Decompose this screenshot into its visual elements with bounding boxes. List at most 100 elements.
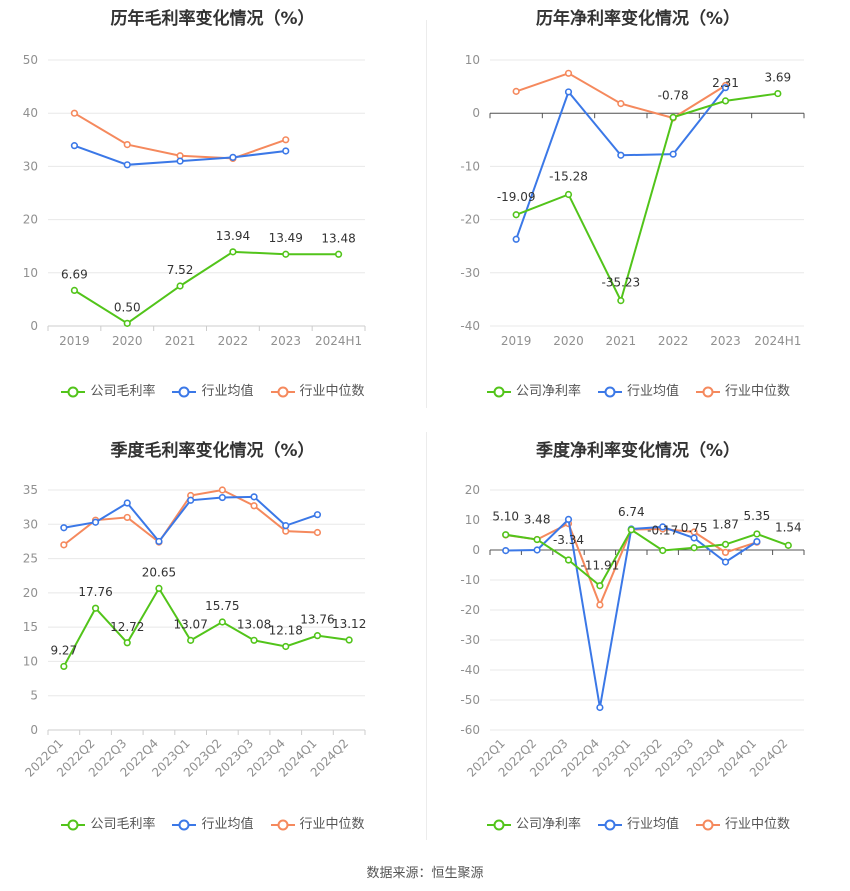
- data-point-industry_avg[interactable]: [250, 493, 258, 501]
- data-label: 15.75: [205, 599, 239, 613]
- legend-item-industry_median[interactable]: 行业中位数: [695, 813, 790, 832]
- data-point-company[interactable]: [155, 584, 163, 592]
- series-line-industry_median: [505, 522, 758, 608]
- data-point-industry_avg[interactable]: [512, 235, 520, 243]
- data-point-industry_avg[interactable]: [564, 88, 573, 96]
- data-point-industry_avg[interactable]: [218, 493, 226, 502]
- data-point-company[interactable]: [313, 632, 322, 640]
- legend-item-company[interactable]: 公司净利率: [486, 380, 581, 399]
- data-point-industry_avg[interactable]: [123, 499, 131, 507]
- data-point-company[interactable]: [669, 113, 677, 121]
- data-point-industry_avg[interactable]: [617, 151, 625, 159]
- data-point-industry_avg[interactable]: [155, 537, 163, 546]
- x-tick-label: 2021: [165, 334, 196, 348]
- legend-item-industry_avg[interactable]: 行业均值: [597, 813, 679, 832]
- y-tick-label: -10: [460, 573, 480, 587]
- data-point-company[interactable]: [627, 526, 635, 534]
- data-point-industry_avg[interactable]: [533, 546, 541, 554]
- data-point-company[interactable]: [70, 286, 79, 295]
- data-point-industry_median[interactable]: [617, 100, 625, 108]
- data-point-company[interactable]: [176, 282, 184, 290]
- data-point-company[interactable]: [564, 556, 573, 564]
- legend-line-icon: [696, 819, 720, 830]
- data-point-industry_avg[interactable]: [690, 534, 698, 542]
- chart-legend: 公司毛利率 行业均值 行业中位数: [0, 813, 425, 832]
- data-point-industry_avg[interactable]: [70, 142, 79, 150]
- data-point-company[interactable]: [784, 541, 792, 549]
- data-point-company[interactable]: [753, 530, 761, 538]
- data-point-industry_avg[interactable]: [176, 157, 184, 165]
- data-point-industry_median[interactable]: [564, 69, 573, 77]
- legend-item-company[interactable]: 公司毛利率: [60, 813, 155, 832]
- data-point-industry_median[interactable]: [282, 136, 290, 144]
- divider-top: [426, 20, 427, 408]
- data-point-industry_median[interactable]: [218, 486, 226, 494]
- data-point-industry_median[interactable]: [250, 502, 258, 510]
- data-point-company[interactable]: [334, 250, 343, 258]
- data-point-industry_median[interactable]: [313, 528, 322, 537]
- data-point-company[interactable]: [91, 604, 100, 612]
- data-point-company[interactable]: [512, 211, 520, 219]
- data-point-company[interactable]: [282, 250, 290, 258]
- data-point-company[interactable]: [282, 642, 290, 651]
- data-point-company[interactable]: [345, 636, 353, 644]
- data-point-industry_median[interactable]: [123, 140, 131, 149]
- data-point-company[interactable]: [617, 297, 625, 305]
- data-point-company[interactable]: [533, 535, 541, 544]
- legend-item-industry_median[interactable]: 行业中位数: [270, 813, 365, 832]
- data-point-industry_avg[interactable]: [313, 511, 322, 519]
- data-label: 12.72: [110, 620, 144, 634]
- legend-item-company[interactable]: 公司毛利率: [60, 380, 155, 399]
- data-point-industry_avg[interactable]: [564, 515, 573, 523]
- legend-item-industry_median[interactable]: 行业中位数: [695, 380, 790, 399]
- data-point-industry_avg[interactable]: [721, 558, 730, 566]
- legend-line-icon: [486, 819, 511, 830]
- data-point-industry_avg[interactable]: [282, 522, 290, 530]
- data-point-company[interactable]: [721, 97, 730, 105]
- data-point-company[interactable]: [502, 531, 510, 539]
- data-point-company[interactable]: [123, 319, 131, 327]
- legend-line-icon: [172, 386, 197, 397]
- data-point-company[interactable]: [218, 618, 226, 626]
- legend-item-industry_median[interactable]: 行业中位数: [270, 380, 365, 399]
- legend-line-icon: [270, 819, 295, 830]
- x-tick-label: 2024H1: [754, 334, 801, 348]
- data-point-company[interactable]: [250, 636, 258, 644]
- data-point-industry_avg[interactable]: [669, 150, 677, 158]
- data-point-industry_avg[interactable]: [596, 703, 604, 712]
- data-point-company[interactable]: [60, 662, 68, 671]
- data-point-company[interactable]: [229, 248, 237, 256]
- data-point-industry_median[interactable]: [60, 541, 68, 549]
- data-label: 13.07: [173, 617, 207, 631]
- data-point-industry_median[interactable]: [123, 513, 131, 522]
- legend-item-company[interactable]: 公司净利率: [486, 813, 581, 832]
- data-point-industry_median[interactable]: [512, 87, 520, 95]
- data-point-industry_avg[interactable]: [91, 518, 100, 526]
- data-point-company[interactable]: [564, 190, 573, 199]
- data-point-industry_avg[interactable]: [187, 496, 195, 504]
- data-point-company[interactable]: [721, 540, 730, 548]
- legend-item-industry_avg[interactable]: 行业均值: [597, 380, 679, 399]
- data-point-industry_median[interactable]: [721, 548, 730, 556]
- legend-item-industry_avg[interactable]: 行业均值: [171, 380, 254, 399]
- data-point-industry_avg[interactable]: [229, 153, 237, 161]
- legend-item-industry_avg[interactable]: 行业均值: [171, 813, 254, 832]
- data-point-company[interactable]: [123, 639, 131, 647]
- data-point-industry_median[interactable]: [596, 601, 604, 609]
- data-point-industry_avg[interactable]: [282, 147, 290, 155]
- data-point-company[interactable]: [774, 89, 782, 98]
- data-point-industry_avg[interactable]: [721, 84, 730, 92]
- data-point-company[interactable]: [659, 546, 667, 555]
- y-tick-label: -30: [460, 633, 480, 647]
- data-point-industry_avg[interactable]: [659, 523, 667, 531]
- data-point-industry_avg[interactable]: [60, 524, 68, 532]
- data-point-industry_avg[interactable]: [123, 161, 131, 169]
- data-point-industry_avg[interactable]: [502, 546, 510, 555]
- data-point-company[interactable]: [596, 582, 604, 590]
- x-tick-label: 2019: [501, 334, 532, 348]
- legend-label: 行业均值: [201, 817, 254, 832]
- data-point-company[interactable]: [187, 636, 195, 644]
- data-point-company[interactable]: [690, 544, 698, 552]
- data-point-industry_avg[interactable]: [753, 537, 761, 546]
- data-point-industry_median[interactable]: [70, 109, 79, 117]
